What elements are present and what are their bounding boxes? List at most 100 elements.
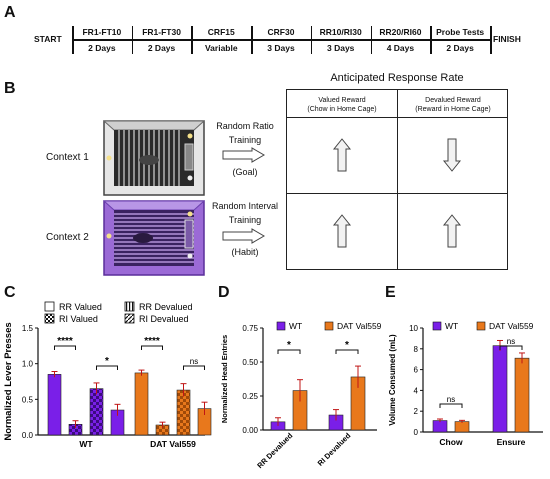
arrow2-icon — [222, 228, 265, 244]
panel-label-b: B — [4, 80, 16, 97]
chart-c-legend-swatch — [124, 301, 135, 312]
chart-e-ytick-label: 0 — [414, 428, 419, 437]
chart-e-ylabel: Volume Consumed (mL) — [388, 334, 397, 426]
arrow1-icon — [222, 147, 265, 163]
col1-header: Valued Reward (Chow in Home Cage) — [287, 96, 397, 114]
chart-e-ytick-label: 2 — [414, 407, 419, 416]
chart-c-ytick-label: 1.0 — [22, 360, 34, 369]
chart-d-xtick-label: RR Devalued — [255, 431, 294, 470]
chart-e-sig-0-sig: ns — [447, 395, 455, 404]
timeline-stage-duration: Variable — [204, 43, 238, 53]
chart-c: Normalized Lever Presses 0.0 0.5 1.0 1.5 WT DA… — [3, 301, 212, 449]
chart-c-sig-3-bracket — [183, 365, 205, 370]
chart-e: Volume Consumed (mL) 0 2 4 6 8 10 ns Chow ns Ensur… — [388, 321, 543, 447]
chart-e-legend-swatch — [476, 321, 486, 331]
panel-label-a: A — [4, 4, 16, 21]
col2-line2: (Reward in Home Cage) — [415, 106, 491, 113]
chart-c-bar-0-2 — [89, 388, 104, 436]
chart-c-legend-label: RR Devalued — [139, 302, 193, 312]
arrow-up-icon — [332, 138, 352, 172]
panel-label-c: C — [4, 284, 16, 301]
timeline-tick — [251, 26, 253, 54]
arrow2-caption: Random Interval Training — [205, 199, 285, 227]
timeline-stage-name: CRF15 — [207, 27, 235, 37]
chart-e-bar-1-1 — [514, 357, 530, 433]
arrow1-line2: Training — [228, 135, 262, 145]
chart-e-bar-1-0 — [492, 345, 508, 433]
arrow2-line1: Random Interval — [211, 201, 279, 211]
timeline-stage-duration: 2 Days — [147, 43, 176, 53]
chart-d-legend-swatch — [324, 321, 334, 331]
table-title: Anticipated Response Rate — [330, 72, 464, 84]
timeline-finish: FINISH — [493, 34, 521, 44]
chart-c-sig-0-sig: **** — [57, 336, 73, 347]
chart-c-legend-swatch — [44, 301, 55, 312]
chart-e-legend-label: WT — [445, 321, 458, 331]
chart-c-legend-label: RR Valued — [59, 302, 102, 312]
arrow1-goal: (Goal) — [232, 167, 258, 177]
chart-d-ytick-label: 0.50 — [242, 358, 258, 367]
chart-e-xtick-label: Chow — [439, 437, 463, 447]
panel-label-e: E — [385, 284, 396, 301]
chart-d: Normalized Head Entries 0.00 0.25 0.50 0.75 *… — [220, 321, 382, 470]
chart-c-ytick-label: 0.0 — [22, 431, 34, 440]
chart-c-bar-0-0 — [47, 374, 62, 436]
chart-e-sig-1-sig: ns — [507, 337, 515, 346]
chart-c-legend-swatch — [44, 313, 55, 324]
arrow-up-icon — [442, 214, 462, 248]
timeline-stage-duration: 2 Days — [88, 43, 116, 53]
timeline-stage-name: RR10/RI30 — [319, 27, 362, 37]
chart-d-sig-1-sig: * — [345, 340, 349, 351]
arrow1-line1: Random Ratio — [216, 121, 274, 131]
chart-c-xtick-label: DAT Val559 — [150, 439, 196, 449]
timeline-start: START — [34, 34, 62, 44]
chart-e-xtick-label: Ensure — [497, 437, 526, 447]
panel-label-d: D — [218, 284, 230, 301]
chart-c-sig-1-sig: * — [105, 356, 109, 367]
chart-d-ytick-label: 0.75 — [242, 324, 258, 333]
timeline-stage-name: FR1-FT30 — [142, 27, 181, 37]
chart-c-ytick-label: 1.5 — [22, 324, 34, 333]
chart-c-sig-2-bracket — [141, 345, 163, 350]
timeline-stage-duration: 2 Days — [446, 43, 474, 53]
chart-e-bar-0-1 — [454, 421, 470, 433]
context2-cage — [103, 200, 205, 276]
col2-header: Devalued Reward (Reward in Home Cage) — [398, 96, 508, 114]
chart-d-legend-swatch — [276, 321, 286, 331]
context2-label: Context 2 — [46, 232, 89, 243]
chart-e-bar-0-0 — [432, 420, 448, 433]
chart-e-sig-0-bracket — [439, 403, 463, 408]
chart-d-ytick-label: 0.00 — [242, 426, 258, 435]
timeline-stage-duration: 4 Days — [386, 43, 415, 53]
response-table: Valued Reward (Chow in Home Cage) Devalu… — [286, 89, 508, 270]
arrow1-caption: Random Ratio Training — [205, 119, 285, 147]
chart-d-sig-0-sig: * — [287, 340, 291, 351]
arrow-down-icon — [442, 138, 462, 172]
chart-e-legend-swatch — [432, 321, 442, 331]
chart-e-ytick-label: 4 — [414, 386, 419, 395]
chart-c-bar-1-2 — [176, 389, 191, 436]
chart-d-ytick-label: 0.25 — [242, 392, 258, 401]
chart-c-sig-1-bracket — [96, 365, 118, 370]
chart-e-ytick-label: 10 — [409, 324, 418, 333]
chart-d-legend-label: WT — [289, 321, 302, 331]
chart-d-xtick-label: RI Devalued — [316, 431, 353, 468]
col1-line1: Valued Reward — [318, 97, 366, 104]
chart-c-legend-label: RI Devalued — [139, 314, 189, 324]
chart-e-sig-1-bracket — [499, 345, 523, 350]
chart-c-bar-1-0 — [134, 372, 149, 436]
arrow2-line2: Training — [228, 215, 262, 225]
chart-c-sig-2-sig: **** — [144, 336, 160, 347]
chart-d-ylabel: Normalized Head Entries — [220, 335, 229, 423]
chart-e-ytick-label: 8 — [414, 345, 419, 354]
timeline-tick — [310, 26, 313, 54]
arrow2-habit: (Habit) — [231, 247, 259, 257]
timeline-stage-name: CRF30 — [267, 27, 295, 37]
chart-c-xtick-label: WT — [79, 439, 93, 449]
table-hdivider2 — [287, 193, 507, 194]
context1-cage — [103, 120, 205, 196]
context1-label: Context 1 — [46, 152, 89, 163]
arrow-up-icon — [332, 214, 352, 248]
timeline-stage-duration: 3 Days — [326, 43, 355, 53]
chart-e-legend-label: DAT Val559 — [489, 321, 534, 331]
